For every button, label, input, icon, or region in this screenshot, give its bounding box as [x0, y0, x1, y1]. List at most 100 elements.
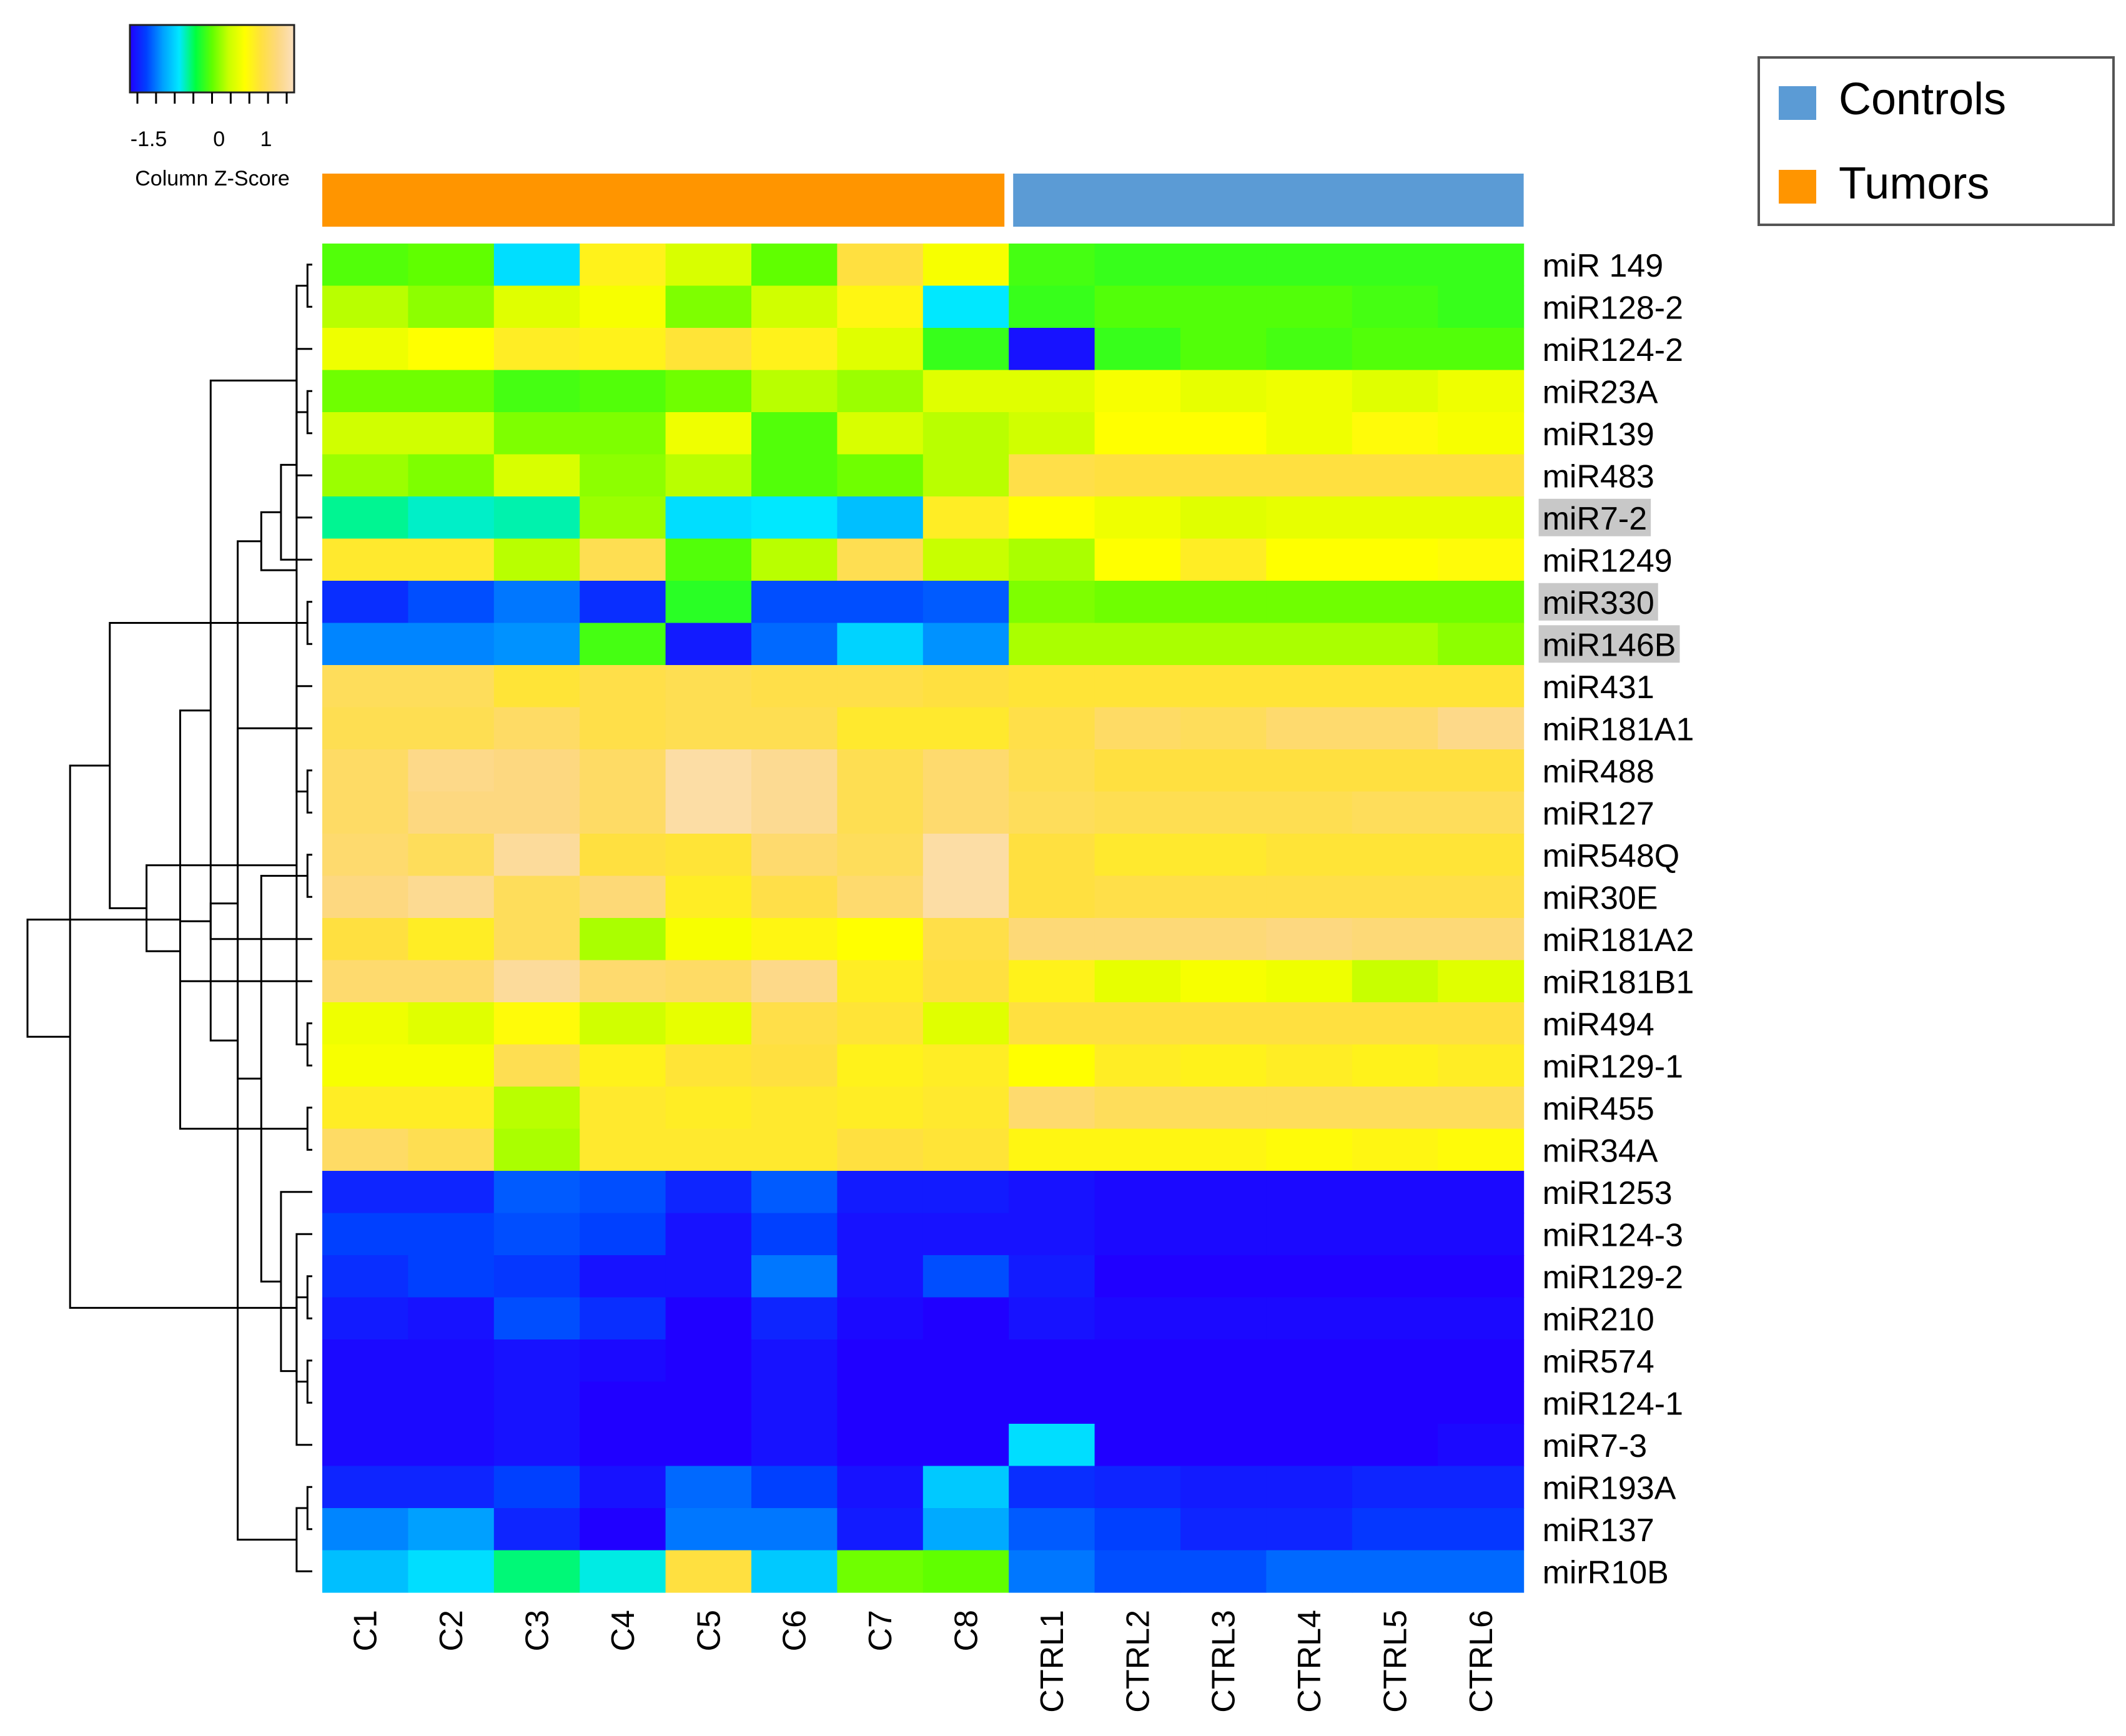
heatmap-cell: [751, 1381, 838, 1424]
heatmap-cell: [1094, 1213, 1181, 1256]
legend: Controls Tumors: [1758, 56, 2115, 226]
heatmap-cell: [751, 1002, 838, 1045]
heatmap-cell: [837, 1424, 924, 1467]
heatmap-cell: [922, 1171, 1009, 1214]
heatmap-cell: [1352, 1466, 1438, 1509]
heatmap-cell: [922, 412, 1009, 455]
heatmap-cell: [1266, 285, 1353, 328]
heatmap-cell: [751, 875, 838, 919]
heatmap-cell: [922, 1087, 1009, 1130]
heatmap-cell: [580, 1381, 666, 1424]
heatmap-cell: [580, 1255, 666, 1298]
column-group-bar: [322, 174, 1524, 227]
heatmap-cell: [1009, 1550, 1095, 1593]
heatmap-cell: [665, 1381, 752, 1424]
heatmap-cell: [408, 328, 495, 371]
heatmap-cell: [408, 1087, 495, 1130]
heatmap-cell: [1009, 1381, 1095, 1424]
heatmap-cell: [322, 834, 408, 877]
heatmap-cell: [1094, 1171, 1181, 1214]
heatmap-cell: [1094, 328, 1181, 371]
heatmap-cell: [580, 1128, 666, 1171]
heatmap-cell: [1438, 370, 1525, 413]
heatmap-cell: [837, 1044, 924, 1087]
heatmap-cell: [408, 1508, 495, 1551]
heatmap-cell: [1180, 496, 1267, 540]
heatmap-cell: [1266, 1508, 1353, 1551]
heatmap-cell: [1266, 918, 1353, 961]
row-label: miR330: [1543, 585, 1654, 621]
heatmap-cell: [580, 328, 666, 371]
heatmap-cell: [1266, 1002, 1353, 1045]
heatmap-cell: [493, 285, 580, 328]
heatmap-cell: [1438, 707, 1525, 750]
heatmap-cell: [1180, 1339, 1267, 1383]
heatmap-cell: [1352, 1297, 1438, 1340]
heatmap-cell: [580, 1297, 666, 1340]
heatmap-cell: [837, 749, 924, 792]
heatmap-cell: [1009, 1213, 1095, 1256]
heatmap-cell: [922, 1128, 1009, 1171]
row-label: miR181A2: [1543, 922, 1694, 959]
heatmap-cell: [580, 412, 666, 455]
heatmap-cell: [837, 538, 924, 581]
heatmap-cell: [665, 1213, 752, 1256]
column-label: C2: [433, 1610, 470, 1651]
row-label: miR455: [1543, 1091, 1654, 1127]
heatmap-cell: [408, 665, 495, 708]
heatmap-cell: [1438, 244, 1525, 287]
heatmap-cell: [1352, 1044, 1438, 1087]
heatmap-cell: [1266, 1213, 1353, 1256]
heatmap-cell: [1180, 370, 1267, 413]
heatmap-cell: [837, 623, 924, 666]
heatmap-cell: [493, 1297, 580, 1340]
heatmap-cell: [408, 1002, 495, 1045]
heatmap-cell: [665, 918, 752, 961]
column-labels: C1 C2 C3 C4 C5 C6 C7 C8 CTRL1 CTRL2 CTRL3 CTRL4 CTRL…: [348, 1610, 1500, 1713]
heatmap-cell: [1094, 918, 1181, 961]
heatmap-cell: [1266, 623, 1353, 666]
heatmap-cell: [408, 1255, 495, 1298]
heatmap-cell: [1438, 496, 1525, 540]
heatmap-cell: [1266, 1550, 1353, 1593]
dendrogram-branch: [306, 769, 312, 814]
heatmap-cell: [1266, 1044, 1353, 1087]
heatmap-cell: [665, 1044, 752, 1087]
heatmap-cell: [922, 538, 1009, 581]
color-key-tick-label: -1.5: [131, 127, 167, 151]
heatmap-cell: [322, 623, 408, 666]
heatmap-cell: [1180, 1381, 1267, 1424]
heatmap-cell: [1094, 1128, 1181, 1171]
heatmap-cell: [322, 875, 408, 919]
heatmap-cell: [580, 1424, 666, 1467]
heatmap-cell: [1438, 1128, 1525, 1171]
heatmap-cell: [1094, 1255, 1181, 1298]
heatmap-cell: [1438, 538, 1525, 581]
color-key-tick-label: 0: [213, 127, 225, 151]
row-label: miR 149: [1543, 248, 1664, 284]
heatmap-cell: [1352, 370, 1438, 413]
column-label: C5: [691, 1610, 727, 1651]
heatmap-cell: [665, 1550, 752, 1593]
heatmap-cell: [1438, 623, 1525, 666]
heatmap-cell: [408, 1297, 495, 1340]
column-label: C1: [348, 1610, 384, 1651]
heatmap-cell: [1009, 749, 1095, 792]
heatmap-cell: [493, 834, 580, 877]
heatmap-cell: [665, 1466, 752, 1509]
heatmap-cell: [493, 960, 580, 1003]
heatmap-cell: [1352, 1550, 1438, 1593]
heatmap-cell: [1352, 707, 1438, 750]
heatmap-cell: [1438, 1297, 1525, 1340]
heatmap-cell: [1438, 1171, 1525, 1214]
heatmap-cell: [322, 707, 408, 750]
heatmap-cell: [1180, 665, 1267, 708]
heatmap-cell: [493, 707, 580, 750]
heatmap-cell: [1266, 1466, 1353, 1509]
heatmap-cell: [580, 581, 666, 624]
heatmap-cell: [322, 1087, 408, 1130]
heatmap-cell: [322, 1381, 408, 1424]
heatmap-cell: [408, 749, 495, 792]
row-label: miR488: [1543, 754, 1654, 790]
heatmap-cell: [837, 1466, 924, 1509]
